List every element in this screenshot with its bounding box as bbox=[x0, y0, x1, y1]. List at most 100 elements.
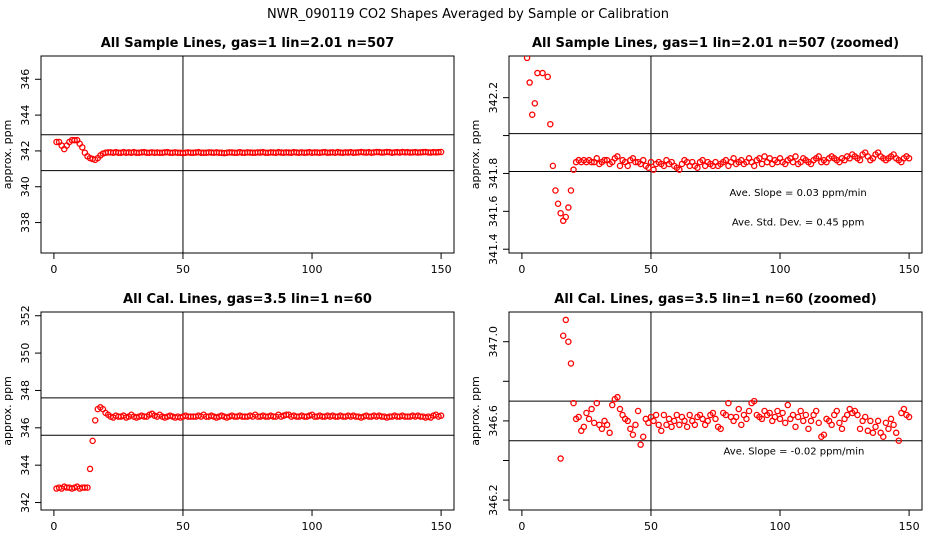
y-tick-label: 344 bbox=[19, 105, 32, 126]
data-point bbox=[437, 412, 445, 419]
data-point bbox=[660, 411, 668, 419]
plot-frame bbox=[508, 55, 923, 254]
data-point bbox=[895, 437, 903, 444]
data-point bbox=[544, 73, 551, 81]
data-point bbox=[614, 153, 621, 160]
data-point bbox=[629, 431, 637, 439]
data-point bbox=[867, 417, 874, 425]
data-point bbox=[738, 421, 745, 429]
x-tick-label: 100 bbox=[770, 263, 791, 276]
y-axis-label: approx. ppm bbox=[469, 376, 482, 446]
data-point bbox=[547, 120, 554, 128]
x-tick-label: 0 bbox=[518, 263, 525, 276]
y-tick-label: 346 bbox=[19, 417, 32, 438]
data-point bbox=[797, 407, 804, 415]
y-tick-label: 346.2 bbox=[487, 484, 500, 515]
data-point bbox=[712, 415, 719, 423]
data-point bbox=[750, 162, 758, 170]
data-point bbox=[905, 155, 913, 162]
data-point bbox=[567, 187, 575, 194]
y-tick-label: 341.6 bbox=[487, 196, 500, 228]
data-point bbox=[598, 425, 606, 433]
data-point bbox=[552, 187, 559, 194]
panel-1: All Sample Lines, gas=1 lin=2.01 n=507 ap… bbox=[1, 36, 455, 276]
y-tick-label: 350 bbox=[19, 343, 32, 364]
data-point bbox=[820, 431, 828, 439]
data-point bbox=[885, 425, 892, 433]
data-point bbox=[437, 148, 445, 156]
data-point bbox=[539, 69, 546, 77]
plot-frame bbox=[40, 311, 455, 511]
panel-title: All Sample Lines, gas=1 lin=2.01 n=507 bbox=[101, 36, 395, 51]
y-tick-label: 344 bbox=[19, 455, 32, 476]
data-point bbox=[781, 419, 789, 427]
data-point bbox=[616, 405, 624, 413]
data-point bbox=[887, 415, 895, 423]
data-point bbox=[828, 421, 835, 429]
data-point bbox=[807, 417, 815, 425]
panel-title: All Cal. Lines, gas=3.5 lin=1 n=60 bbox=[123, 292, 372, 307]
data-point bbox=[856, 425, 864, 433]
data-point bbox=[91, 417, 99, 424]
data-point bbox=[802, 411, 810, 419]
y-tick-label: 342 bbox=[19, 492, 32, 513]
data-point bbox=[725, 399, 732, 407]
data-point bbox=[766, 409, 773, 417]
x-tick-label: 100 bbox=[302, 263, 323, 276]
data-point bbox=[606, 429, 613, 437]
data-point bbox=[81, 484, 89, 491]
data-point bbox=[583, 409, 590, 417]
data-point bbox=[53, 138, 60, 146]
data-point bbox=[570, 166, 577, 173]
data-point bbox=[554, 200, 562, 207]
annotation: Ave. Slope = -0.02 ppm/min bbox=[724, 447, 865, 458]
data-point bbox=[683, 423, 691, 431]
x-tick-label: 50 bbox=[644, 520, 658, 533]
data-point bbox=[892, 429, 900, 437]
data-point bbox=[784, 401, 792, 409]
data-point bbox=[588, 405, 595, 413]
data-point bbox=[650, 417, 657, 425]
data-point bbox=[624, 162, 631, 170]
x-tick-label: 50 bbox=[176, 263, 190, 276]
data-point bbox=[531, 100, 539, 107]
y-tick-label: 348 bbox=[19, 380, 32, 401]
y-tick-label: 346.6 bbox=[487, 405, 500, 437]
data-point bbox=[869, 429, 877, 437]
y-tick-label: 341.4 bbox=[487, 233, 500, 265]
data-point bbox=[890, 421, 897, 429]
y-tick-label: 341.8 bbox=[487, 158, 500, 190]
data-point bbox=[632, 421, 639, 429]
data-point bbox=[557, 209, 564, 217]
data-point bbox=[639, 156, 647, 164]
x-tick-label: 0 bbox=[50, 520, 57, 533]
x-tick-label: 150 bbox=[431, 263, 452, 276]
data-point bbox=[614, 393, 621, 401]
annotation: Ave. Slope = 0.03 ppm/min bbox=[729, 188, 866, 199]
data-point bbox=[565, 204, 572, 211]
data-point bbox=[856, 156, 864, 164]
plot-frame bbox=[40, 55, 455, 254]
data-point bbox=[655, 421, 662, 429]
x-tick-label: 150 bbox=[431, 520, 452, 533]
data-point bbox=[854, 411, 861, 419]
data-point bbox=[776, 415, 784, 423]
x-tick-label: 100 bbox=[770, 520, 791, 533]
data-point bbox=[880, 433, 887, 440]
panel-title: All Cal. Lines, gas=3.5 lin=1 n=60 (zoom… bbox=[554, 292, 876, 307]
data-point bbox=[601, 156, 608, 164]
data-point bbox=[609, 401, 616, 409]
y-axis-label: approx. ppm bbox=[1, 376, 14, 446]
data-point bbox=[559, 332, 567, 340]
data-point bbox=[730, 155, 737, 162]
data-point bbox=[812, 407, 820, 415]
data-point bbox=[750, 397, 758, 405]
data-point bbox=[634, 407, 642, 415]
data-point bbox=[616, 162, 624, 170]
data-point bbox=[735, 405, 742, 413]
y-tick-label: 347.0 bbox=[487, 326, 500, 358]
y-axis-label: approx. ppm bbox=[1, 120, 14, 190]
data-point bbox=[732, 413, 740, 421]
data-point bbox=[717, 425, 724, 433]
x-tick-label: 50 bbox=[176, 520, 190, 533]
